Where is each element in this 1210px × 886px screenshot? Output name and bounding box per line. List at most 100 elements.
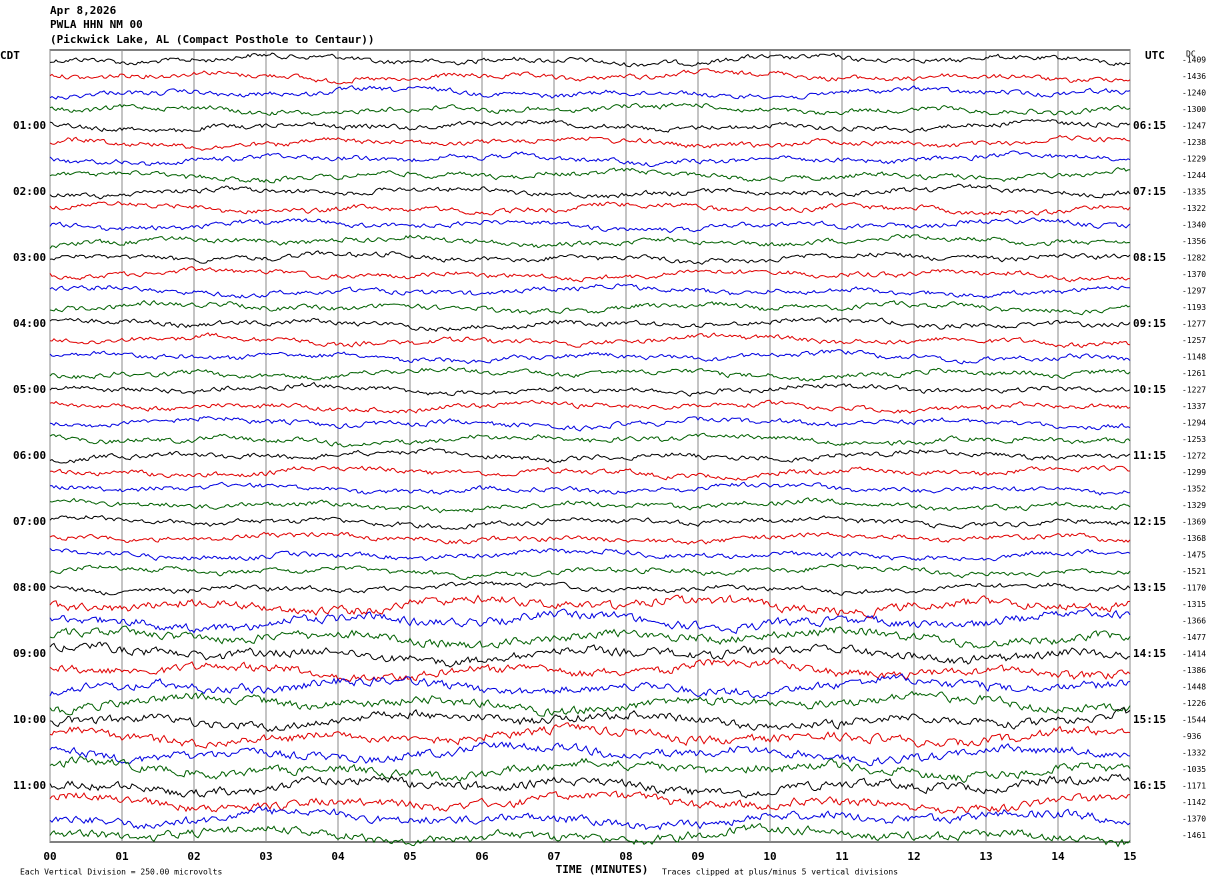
dc-value: -1272	[1182, 452, 1206, 461]
header-station: PWLA HHN NM 00	[50, 18, 143, 31]
dc-value: -1475	[1182, 551, 1206, 560]
trace	[49, 447, 1131, 464]
dc-value: -1352	[1182, 485, 1206, 494]
left-time-label: 09:00	[13, 647, 46, 660]
header-date: Apr 8,2026	[50, 4, 117, 17]
dc-value: -1148	[1182, 353, 1206, 362]
dc-value: -1257	[1182, 336, 1206, 345]
dc-value: -1193	[1182, 303, 1206, 312]
trace	[49, 806, 1131, 831]
dc-value: -1226	[1182, 699, 1206, 708]
dc-value: -1370	[1182, 815, 1206, 824]
trace	[49, 756, 1131, 784]
dc-value: -936	[1182, 732, 1201, 741]
dc-value: -1544	[1182, 716, 1206, 725]
trace	[49, 233, 1131, 249]
dc-value: -1315	[1182, 600, 1206, 609]
trace	[49, 167, 1131, 184]
trace	[49, 515, 1131, 530]
trace	[49, 416, 1131, 432]
x-tick-label: 09	[691, 850, 704, 863]
x-tick-label: 04	[331, 850, 345, 863]
header-location: (Pickwick Lake, AL (Compact Posthole to …	[50, 33, 375, 46]
dc-value: -1277	[1182, 320, 1206, 329]
dc-value: -1332	[1182, 749, 1206, 758]
trace	[49, 625, 1131, 649]
trace	[49, 317, 1131, 333]
dc-value: -1477	[1182, 633, 1206, 642]
trace	[49, 563, 1131, 581]
trace	[49, 594, 1131, 619]
right-time-label: 10:15	[1133, 383, 1166, 396]
dc-value: -1329	[1182, 501, 1206, 510]
trace	[49, 150, 1131, 167]
dc-value: -1282	[1182, 254, 1206, 263]
left-time-label: 01:00	[13, 119, 46, 132]
dc-value: -1521	[1182, 567, 1206, 576]
dc-value: -1238	[1182, 138, 1206, 147]
dc-value: -1335	[1182, 188, 1206, 197]
trace	[49, 250, 1131, 265]
trace	[49, 673, 1131, 699]
trace	[49, 822, 1131, 848]
x-tick-label: 13	[979, 850, 992, 863]
left-time-label: 10:00	[13, 713, 46, 726]
trace	[49, 481, 1131, 496]
dc-value: -1294	[1182, 419, 1206, 428]
dc-title: DC	[1186, 50, 1196, 59]
trace	[49, 283, 1130, 299]
right-time-label: 13:15	[1133, 581, 1166, 594]
x-tick-label: 08	[619, 850, 632, 863]
dc-value: -1247	[1182, 122, 1206, 131]
dc-value: -1229	[1182, 155, 1206, 164]
trace	[49, 547, 1131, 562]
dc-value: -1240	[1182, 89, 1206, 98]
right-time-label: 14:15	[1133, 647, 1166, 660]
dc-value: -1227	[1182, 386, 1206, 395]
right-time-label: 07:15	[1133, 185, 1166, 198]
trace	[49, 641, 1131, 668]
x-tick-label: 15	[1123, 850, 1136, 863]
left-time-label: 06:00	[13, 449, 46, 462]
dc-value: -1261	[1182, 369, 1206, 378]
left-axis-title: CDT	[0, 49, 20, 62]
dc-value: -1300	[1182, 105, 1206, 114]
dc-value: -1253	[1182, 435, 1206, 444]
trace	[49, 349, 1131, 365]
x-tick-label: 14	[1051, 850, 1065, 863]
dc-value: -1171	[1182, 782, 1206, 791]
x-tick-label: 02	[187, 850, 200, 863]
trace	[49, 332, 1131, 349]
right-time-label: 09:15	[1133, 317, 1166, 330]
dc-value: -1369	[1182, 518, 1206, 527]
trace	[49, 607, 1131, 635]
dc-value: -1244	[1182, 171, 1206, 180]
footer-left: Each Vertical Division = 250.00 microvol…	[20, 868, 222, 877]
trace	[49, 366, 1131, 382]
footer-right: Traces clipped at plus/minus 5 vertical …	[662, 868, 898, 877]
dc-value: -1142	[1182, 798, 1206, 807]
dc-value: -1297	[1182, 287, 1206, 296]
dc-value: -1322	[1182, 204, 1206, 213]
right-time-label: 11:15	[1133, 449, 1166, 462]
dc-value: -1370	[1182, 270, 1206, 279]
x-tick-label: 03	[259, 850, 272, 863]
trace	[49, 580, 1131, 596]
dc-value: -1368	[1182, 534, 1206, 543]
trace	[49, 790, 1131, 814]
left-time-label: 11:00	[13, 779, 46, 792]
trace	[49, 200, 1131, 216]
left-time-label: 07:00	[13, 515, 46, 528]
x-tick-label: 06	[475, 850, 489, 863]
dc-value: -1409	[1182, 56, 1206, 65]
left-time-label: 08:00	[13, 581, 46, 594]
trace	[49, 657, 1131, 683]
right-time-label: 06:15	[1133, 119, 1166, 132]
right-time-label: 16:15	[1133, 779, 1166, 792]
dc-value: -1461	[1182, 831, 1206, 840]
trace	[49, 299, 1131, 316]
trace	[49, 118, 1131, 134]
dc-value: -1448	[1182, 683, 1206, 692]
x-tick-label: 01	[115, 850, 129, 863]
